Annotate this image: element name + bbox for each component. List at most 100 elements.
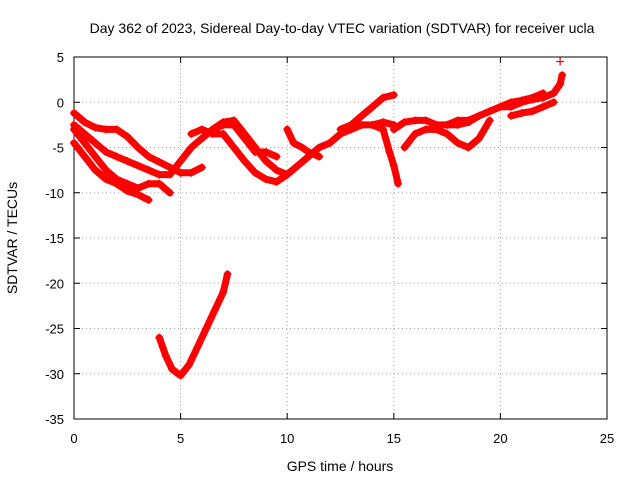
data-point <box>101 125 110 134</box>
data-point <box>368 102 377 111</box>
data-point <box>394 179 403 188</box>
data-point <box>123 157 132 166</box>
x-tick-label: 15 <box>387 431 401 446</box>
data-point <box>185 360 194 369</box>
y-tick-label: -35 <box>45 412 64 427</box>
data-point <box>272 166 281 175</box>
data-point <box>368 120 377 129</box>
data-point <box>443 120 452 129</box>
data-point <box>389 91 398 100</box>
data-point <box>80 138 89 147</box>
data-point <box>475 111 484 120</box>
data-point <box>133 190 142 199</box>
data-point <box>251 143 260 152</box>
series-arc-9 <box>368 120 403 188</box>
x-axis-label: GPS time / hours <box>287 458 394 474</box>
x-tick-label: 10 <box>280 431 294 446</box>
data-point <box>507 111 516 120</box>
data-point <box>91 123 100 132</box>
x-axis-ticks: 0 5 10 15 20 25 <box>70 57 614 446</box>
series-arc-1 <box>70 109 206 177</box>
data-point <box>453 116 462 125</box>
data-point <box>400 118 409 127</box>
data-point <box>517 109 526 118</box>
data-point <box>485 116 494 125</box>
data-point <box>432 125 441 134</box>
series-arc-11 <box>400 116 494 152</box>
data-point <box>400 143 409 152</box>
series-arc-8 <box>336 91 398 134</box>
series-arc-3 <box>70 125 174 197</box>
data-point <box>219 129 228 138</box>
data-point <box>347 120 356 129</box>
data-point <box>155 333 164 342</box>
data-point <box>219 118 228 127</box>
data-point <box>70 109 78 118</box>
data-point <box>283 125 292 134</box>
data-point <box>507 102 516 111</box>
data-point <box>133 161 142 170</box>
data-point <box>558 71 567 80</box>
y-axis-label: SDTVAR / TECUs <box>4 182 20 294</box>
data-point <box>528 95 537 104</box>
data-point <box>176 371 185 380</box>
data-point <box>464 143 473 152</box>
x-tick-label: 0 <box>70 431 77 446</box>
data-point <box>421 116 430 125</box>
data-point <box>240 157 249 166</box>
data-point <box>176 168 185 177</box>
data-point <box>539 93 548 102</box>
data-point <box>133 143 142 152</box>
x-tick-label: 20 <box>493 431 507 446</box>
series-line <box>155 270 231 380</box>
data-point <box>70 138 78 147</box>
data-point <box>411 116 420 125</box>
series-arc-4 <box>70 138 153 204</box>
data-series <box>70 57 567 380</box>
y-tick-label: -5 <box>52 141 64 156</box>
data-point <box>155 170 164 179</box>
data-point <box>549 98 558 107</box>
data-point <box>91 166 100 175</box>
data-point <box>155 179 164 188</box>
x-tick-label: 25 <box>600 431 614 446</box>
series-line <box>443 71 566 129</box>
data-point <box>315 152 324 161</box>
data-point <box>240 129 249 138</box>
data-point <box>556 80 565 89</box>
data-point <box>304 148 313 157</box>
data-point <box>197 134 206 143</box>
series-arc-14 <box>155 270 232 380</box>
y-tick-label: 5 <box>57 50 64 65</box>
data-point <box>517 98 526 107</box>
data-point <box>101 175 110 184</box>
data-point <box>336 125 345 134</box>
data-point <box>549 89 558 98</box>
data-point <box>112 152 121 161</box>
data-point <box>389 125 398 134</box>
data-point <box>379 125 388 134</box>
data-point <box>411 129 420 138</box>
data-point <box>421 125 430 134</box>
data-point <box>229 143 238 152</box>
data-point <box>379 118 388 127</box>
data-point <box>261 157 270 166</box>
y-tick-label: -15 <box>45 231 64 246</box>
data-point <box>357 111 366 120</box>
data-point <box>193 342 202 351</box>
data-point <box>144 179 153 188</box>
series-line <box>187 118 398 186</box>
data-point <box>219 288 228 297</box>
data-point <box>251 168 260 177</box>
y-axis-ticks: 5 0 -5 -10 -15 -20 -25 -30 -35 <box>45 50 607 427</box>
data-point <box>357 120 366 129</box>
data-point <box>165 188 174 197</box>
data-point <box>443 129 452 138</box>
data-point <box>283 170 292 179</box>
data-point <box>112 179 121 188</box>
series-arc-6 <box>208 116 292 179</box>
data-point <box>112 125 121 134</box>
data-point <box>187 129 196 138</box>
y-tick-label: -30 <box>45 367 64 382</box>
data-point <box>475 134 484 143</box>
